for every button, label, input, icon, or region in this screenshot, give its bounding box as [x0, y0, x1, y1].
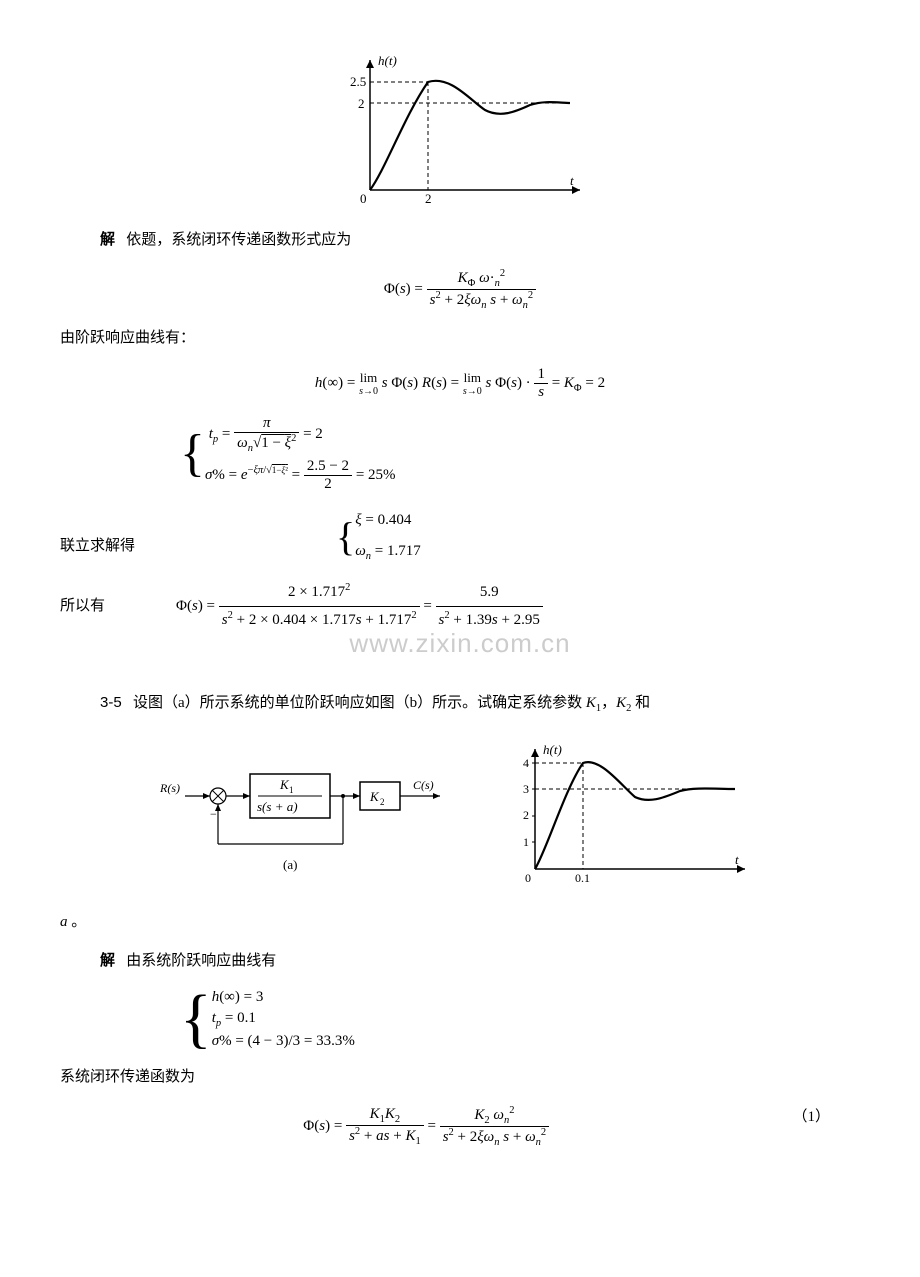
svg-text:R(s): R(s): [159, 781, 180, 795]
svg-text:0: 0: [525, 871, 531, 885]
response-curve: [370, 81, 570, 190]
svg-text:h(t): h(t): [543, 742, 562, 757]
svg-text:C(s): C(s): [413, 778, 434, 792]
diagrams-row: R(s) − K1 s(s + a) K2 C(s) (a): [60, 739, 860, 889]
svg-text:K: K: [369, 789, 380, 804]
svg-text:1: 1: [523, 835, 529, 849]
result-line: 所以有 Φ(s) = 2 × 1.7172 s2 + 2 × 0.404 × 1…: [60, 579, 860, 634]
ytick-2.5: 2.5: [350, 74, 366, 89]
step-response-intro: 由阶跃响应曲线有：: [60, 325, 860, 352]
eq-step-2: { h(∞) = 3 tp = 0.1 σ% = (4 − 3)/3 = 33.…: [180, 989, 860, 1050]
problem-number: 3-5: [100, 694, 122, 711]
origin: 0: [360, 191, 367, 206]
solution-text: 依题，系统闭环传递函数形式应为: [126, 232, 351, 248]
solution-intro: 解 依题，系统闭环传递函数形式应为: [100, 227, 860, 254]
svg-text:4: 4: [523, 756, 529, 770]
solve-line: 联立求解得 { ξ = 0.404 ωn = 1.717: [60, 507, 860, 567]
eq-phi-2: Φ(s) = K1K2 s2 + as + K1 = K2 ωn2 s2 + 2…: [60, 1105, 860, 1148]
block-diagram: R(s) − K1 s(s + a) K2 C(s) (a): [155, 744, 465, 884]
svg-text:2: 2: [380, 797, 385, 807]
figure-1: 2.5 2 0 2 t h(t): [60, 50, 860, 215]
svg-text:1: 1: [289, 785, 294, 795]
param-a: a 。: [60, 909, 860, 936]
eq-hinf: h(∞) = lims→0 s Φ(s) R(s) = lims→0 s Φ(s…: [60, 366, 860, 401]
eq-tp-sigma: { tp = πωn√1 − ξ2 = 2 σ% = e−ξπ/√1−ξ² = …: [180, 415, 860, 493]
solution-label: 解: [100, 232, 115, 248]
svg-text:(a): (a): [283, 857, 297, 872]
svg-text:3: 3: [523, 782, 529, 796]
ytick-2: 2: [358, 96, 365, 111]
x-label: t: [570, 173, 574, 188]
eq-phi-form: Φ(s) = KΦ ω·n2 s2 + 2ξωn s + ωn2: [60, 268, 860, 311]
y-label: h(t): [378, 53, 397, 68]
xtick-2: 2: [425, 191, 432, 206]
figure-2: 4 3 2 1 0 0.1 t h(t): [495, 739, 765, 889]
svg-text:0.1: 0.1: [575, 871, 590, 885]
svg-text:2: 2: [523, 808, 529, 822]
svg-text:t: t: [735, 852, 739, 867]
problem-3-5: 3-5 设图（a）所示系统的单位阶跃响应如图（b）所示。试确定系统参数 K1，K…: [100, 689, 860, 719]
eq-number-1: （1）: [792, 1105, 830, 1126]
closed-loop-intro: 系统闭环传递函数为: [60, 1064, 860, 1091]
svg-text:s(s + a): s(s + a): [257, 799, 298, 814]
y-arrow: [366, 60, 374, 68]
solution-2-intro: 解 由系统阶跃响应曲线有: [100, 948, 860, 975]
